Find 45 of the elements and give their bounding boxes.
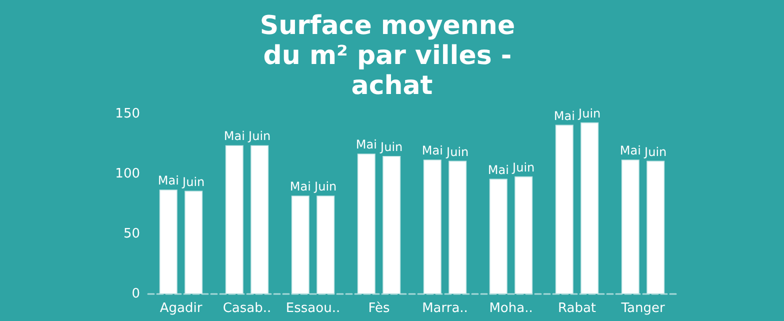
bar	[357, 154, 376, 294]
y-tick-label: 0	[132, 286, 140, 302]
text: Mai	[158, 174, 179, 188]
y-tick-label: 50	[123, 226, 140, 242]
text: Juin	[380, 140, 403, 154]
text: Mai	[422, 144, 443, 158]
chart-title: Surface moyenne du m² par villes - achat	[260, 11, 524, 101]
x-tick-label: Tanger	[620, 301, 666, 316]
bar	[646, 160, 665, 294]
bar	[448, 160, 467, 294]
bar	[514, 176, 533, 294]
text: Mai	[488, 162, 509, 177]
x-tick-label: Fès	[368, 301, 390, 316]
y-tick-label: 150	[115, 106, 140, 122]
bar	[184, 190, 203, 294]
series-label: Juin	[644, 144, 667, 159]
text: Juin	[314, 180, 337, 194]
x-tick-label: Rabat	[558, 301, 596, 316]
text: Mai	[290, 180, 311, 194]
text: Juin	[248, 129, 271, 144]
bar	[489, 178, 508, 294]
bar	[291, 196, 310, 294]
text: Juin	[578, 106, 601, 120]
text: Mai	[224, 129, 245, 144]
bar	[159, 190, 178, 294]
text: Mai	[620, 144, 641, 158]
text: Juin	[182, 174, 205, 189]
text: Mai	[356, 138, 377, 152]
bar	[382, 156, 401, 294]
bar	[225, 145, 244, 294]
y-tick-label: 100	[115, 166, 140, 182]
bar	[316, 196, 335, 294]
bar	[555, 124, 574, 294]
bar	[423, 160, 442, 294]
text: Juin	[446, 144, 469, 159]
x-tick-label: Casab..	[222, 301, 272, 316]
bar	[621, 160, 640, 294]
x-tick-label: Marra..	[422, 301, 468, 316]
bar	[580, 122, 599, 294]
series-label: Mai	[554, 108, 575, 123]
text: Juin	[512, 160, 535, 174]
x-tick-label: Agadir	[160, 301, 203, 316]
x-tick-label: Moha..	[489, 301, 533, 316]
bar	[250, 145, 269, 294]
x-tick-label: Essaou..	[286, 301, 340, 316]
